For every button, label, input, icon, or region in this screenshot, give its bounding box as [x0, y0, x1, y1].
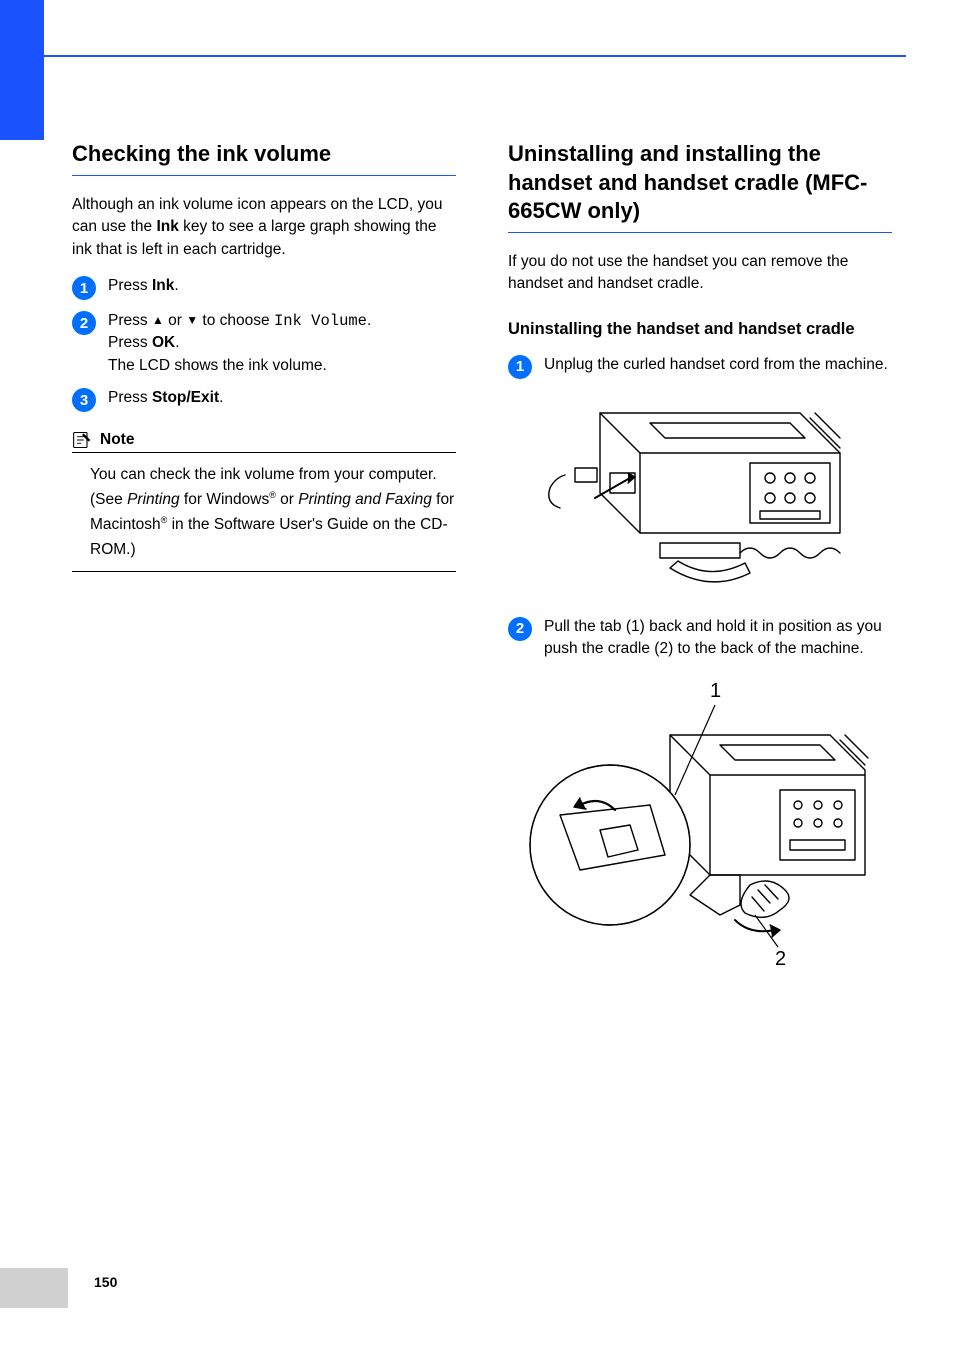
printer-cord-illustration — [540, 393, 860, 598]
note-body: You can check the ink volume from your c… — [72, 461, 456, 572]
right-step-2-text: Pull the tab (1) back and hold it in pos… — [544, 616, 892, 661]
right-step-number-1: 1 — [508, 355, 532, 379]
right-step-1-text: Unplug the curled handset cord from the … — [544, 354, 892, 376]
printer-cradle-illustration: 1 — [520, 675, 880, 975]
note-header: Note — [72, 430, 456, 453]
step-1-text: Press Ink. — [108, 275, 456, 297]
note-pencil-icon — [72, 430, 92, 450]
chapter-tab — [0, 0, 44, 140]
two-column-content: Checking the ink volume Although an ink … — [72, 140, 892, 993]
step-number-1: 1 — [72, 276, 96, 300]
step-3-text: Press Stop/Exit. — [108, 387, 456, 409]
callout-label-2: 2 — [775, 948, 786, 970]
step-2-text: Press ▲ or ▼ to choose Ink Volume. Press… — [108, 310, 456, 377]
step-number-3: 3 — [72, 388, 96, 412]
note-block: Note You can check the ink volume from y… — [72, 430, 456, 572]
right-step-number-2: 2 — [508, 617, 532, 641]
subsection-uninstall: Uninstalling the handset and handset cra… — [508, 318, 892, 340]
figure-unplug-cord — [508, 393, 892, 598]
step-3: 3 Press Stop/Exit. — [72, 387, 456, 412]
right-step-2: 2 Pull the tab (1) back and hold it in p… — [508, 616, 892, 661]
lcd-text-ink-volume: Ink Volume — [274, 312, 367, 330]
page-number: 150 — [94, 1274, 117, 1290]
intro-bold: Ink — [156, 218, 178, 235]
intro-paragraph: Although an ink volume icon appears on t… — [72, 194, 456, 261]
step-1: 1 Press Ink. — [72, 275, 456, 300]
manual-page: Checking the ink volume Although an ink … — [0, 0, 954, 1348]
header-rule — [44, 55, 906, 57]
right-intro: If you do not use the handset you can re… — [508, 251, 892, 296]
right-step-1: 1 Unplug the curled handset cord from th… — [508, 354, 892, 379]
step-number-2: 2 — [72, 311, 96, 335]
section-heading-ink-volume: Checking the ink volume — [72, 140, 456, 176]
right-column: Uninstalling and installing the handset … — [508, 140, 892, 993]
step-2: 2 Press ▲ or ▼ to choose Ink Volume. Pre… — [72, 310, 456, 377]
up-arrow-icon: ▲ — [152, 312, 164, 329]
left-column: Checking the ink volume Although an ink … — [72, 140, 456, 993]
callout-label-1: 1 — [710, 680, 721, 702]
figure-remove-cradle: 1 — [508, 675, 892, 975]
footer-grey-tab — [0, 1268, 68, 1308]
note-title: Note — [100, 431, 134, 449]
section-heading-handset: Uninstalling and installing the handset … — [508, 140, 892, 233]
down-arrow-icon: ▼ — [186, 312, 198, 329]
